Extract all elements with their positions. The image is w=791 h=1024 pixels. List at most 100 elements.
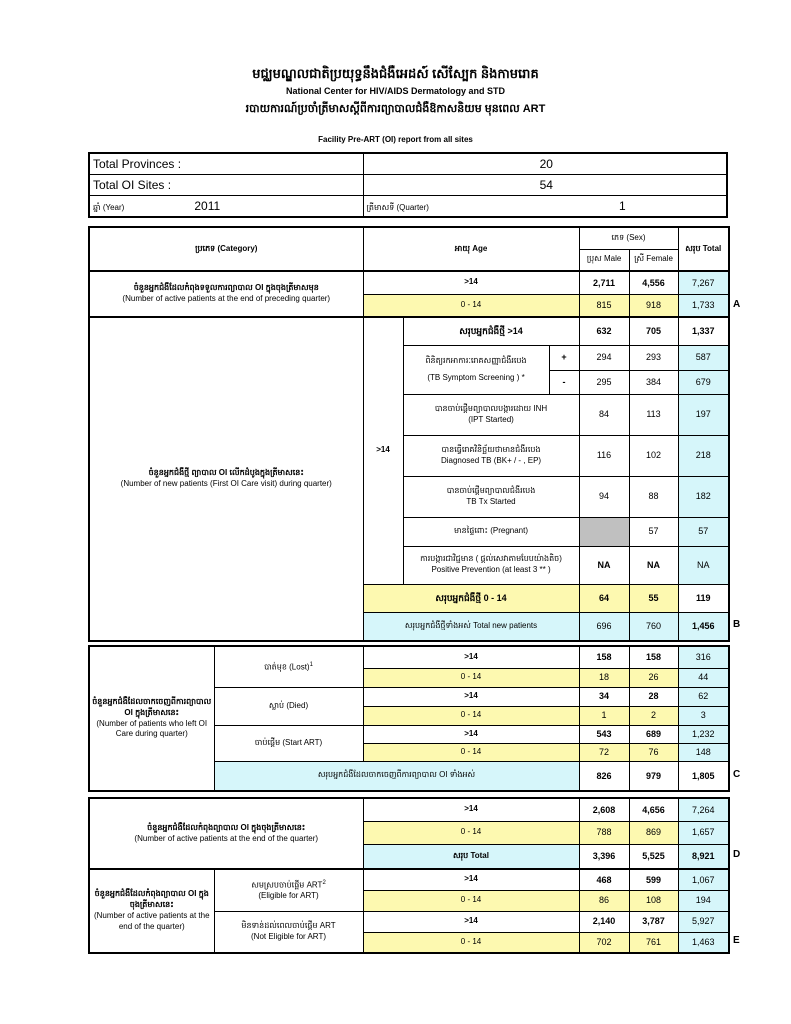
nelig-child-female: 761: [628, 931, 679, 954]
col-male: ប្រុស Male: [578, 248, 630, 272]
screen-minus: -: [548, 369, 580, 395]
eligible-kh-text: សមស្របចាប់ផ្តើម ART: [251, 880, 323, 890]
age-adult: >14: [362, 724, 580, 744]
pregnant-total: 57: [677, 516, 730, 547]
screen-minus-female: 384: [628, 369, 679, 395]
age-adult: >14: [362, 868, 580, 891]
b-total-new-female: 760: [628, 611, 679, 642]
ipt-male: 84: [578, 393, 630, 436]
c-total-female: 979: [628, 760, 679, 792]
tb-screening-kh: ពិនិត្យរកអាការៈរោគសញ្ញាជំងឺរបេង: [425, 355, 527, 365]
subtitle-khmer: របាយការណ៍ប្រចាំត្រីមាសស្តីពីការព្យាបាលជំ…: [245, 103, 546, 115]
diag-male: 116: [578, 434, 630, 477]
art-adult-female: 689: [628, 724, 679, 744]
died-label: ស្លាប់ (Died): [213, 686, 364, 726]
art-adult-total: 1,232: [677, 724, 730, 744]
category-b: ចំនួនអ្នកជំងឺថ្មី ព្យាបាល OI លើកដំបូងក្ន…: [88, 316, 364, 642]
pos-female: NA: [628, 545, 679, 585]
lost-label: បាត់មុខ (Lost)1: [213, 645, 364, 688]
row-letter-c: C: [733, 769, 741, 780]
pos-kh: ការបង្ការជាវិជ្ជមាន ( ផ្តល់សេវាតាមបែបយ៉ា…: [420, 554, 562, 564]
screen-plus: +: [548, 344, 580, 371]
category-d-en: (Number of active patients at the end of…: [134, 833, 319, 843]
elig-child-total: 194: [677, 889, 730, 912]
lost-child-male: 18: [578, 667, 630, 688]
age-adult: >14: [362, 910, 580, 933]
b-total-adult-female: 705: [628, 316, 679, 346]
sites-value: 54: [362, 174, 728, 196]
b-total-child-total: 119: [677, 583, 730, 613]
c-total-total: 1,805: [677, 760, 730, 792]
d-total-female: 5,525: [628, 843, 679, 870]
b-total-new-male: 696: [578, 611, 630, 642]
lost-adult-total: 316: [677, 645, 730, 669]
a-adult-total: 7,267: [677, 270, 730, 295]
lost-adult-female: 158: [628, 645, 679, 669]
sites-label: Total OI Sites :: [88, 174, 364, 196]
age-adult: >14: [362, 797, 580, 822]
diag-total: 218: [677, 434, 730, 477]
eligible-footnote: 2: [322, 879, 326, 886]
info-table: Total Provinces :20 Total OI Sites :54 ឆ…: [88, 152, 728, 218]
table-active-end: ចំនួនអ្នកជំងឺដែលកំពុងព្យាបាល OI ក្នុងចុង…: [88, 797, 730, 954]
nelig-adult-total: 5,927: [677, 910, 730, 933]
start-art-label: ចាប់ផ្តើម (Start ART): [213, 724, 364, 762]
screen-plus-male: 294: [578, 344, 630, 371]
ipt-en: (IPT Started): [468, 414, 514, 424]
b-age: >14: [362, 316, 404, 585]
elig-adult-total: 1,067: [677, 868, 730, 891]
tbtx-total: 182: [677, 475, 730, 518]
eligible-label: សមស្របចាប់ផ្តើម ART2 (Eligible for ART): [213, 868, 364, 912]
ipt-kh: បានចាប់ផ្តើមព្យាបាលបង្ការដោយ INH: [434, 403, 548, 413]
age-child: 0 - 14: [362, 820, 580, 845]
age-adult: >14: [362, 686, 580, 707]
lost-footnote: 1: [309, 661, 313, 668]
nelig-child-total: 1,463: [677, 931, 730, 954]
d-child-male: 788: [578, 820, 630, 845]
tbtx-en: TB Tx Started: [466, 496, 516, 506]
tbtx-kh: បានចាប់ផ្តើមព្យាបាលជំងឺរបេង: [446, 485, 536, 495]
lost-child-female: 26: [628, 667, 679, 688]
table-left-care: ចំនួនអ្នកជំងឺដែលចាកចេញពីការព្យាបាល OI ក្…: [88, 645, 730, 792]
a-child-male: 815: [578, 293, 630, 318]
c-total-male: 826: [578, 760, 630, 792]
d-total-total: 8,921: [677, 843, 730, 870]
pos-male: NA: [578, 545, 630, 585]
screen-plus-total: 587: [677, 344, 730, 371]
lost-adult-male: 158: [578, 645, 630, 669]
b-total-child-label: សរុបអ្នកជំងឺថ្មី 0 - 14: [362, 583, 580, 613]
screen-minus-total: 679: [677, 369, 730, 395]
died-child-male: 1: [578, 705, 630, 726]
category-e-en: (Number of active patients at the end of…: [93, 911, 210, 931]
not-eligible-label: មិនទាន់ដល់ពេលចាប់ផ្តើម ART (Not Eligible …: [213, 910, 364, 954]
elig-child-female: 108: [628, 889, 679, 912]
age-child: 0 - 14: [362, 705, 580, 726]
elig-child-male: 86: [578, 889, 630, 912]
b-total-new-label: សរុបអ្នកជំងឺថ្មីទាំងអស់ Total new patien…: [362, 611, 580, 642]
art-adult-male: 543: [578, 724, 630, 744]
not-eligible-kh: មិនទាន់ដល់ពេលចាប់ផ្តើម ART: [241, 920, 336, 930]
c-total-label: សរុបអ្នកជំងឺដែលចាកចេញពីការព្យាបាល OI ទាំ…: [213, 760, 580, 792]
pos-total: NA: [677, 545, 730, 585]
col-category: ប្រភេទ (Category): [88, 226, 364, 272]
diag-label: បានធ្វើរោគវិនិច្ឆ័យថាមានជំងឺរបេង Diagnose…: [402, 434, 580, 477]
col-age: អាយុ Age: [362, 226, 580, 272]
pregnant-female: 57: [628, 516, 679, 547]
art-child-female: 76: [628, 742, 679, 762]
screen-plus-female: 293: [628, 344, 679, 371]
category-e-kh: ចំនួនអ្នកជំងឺដែលកំពុងព្យាបាល OI ក្នុងចុង…: [94, 889, 209, 910]
b-total-child-female: 55: [628, 583, 679, 613]
row-letter-a: A: [733, 299, 741, 310]
eligible-en: (Eligible for ART): [258, 891, 319, 901]
tb-screening-label: ពិនិត្យរកអាការៈរោគសញ្ញាជំងឺរបេង (TB Sympt…: [402, 344, 550, 395]
pregnant-label: មានផ្ទៃពោះ (Pregnant): [402, 516, 580, 547]
diag-kh: បានធ្វើរោគវិនិច្ឆ័យថាមានជំងឺរបេង: [441, 444, 541, 454]
a-adult-male: 2,711: [578, 270, 630, 295]
table-new-patients: ប្រភេទ (Category) អាយុ Age ភេទ (Sex) សរុប T…: [88, 226, 731, 642]
age-child: 0 - 14: [362, 667, 580, 688]
tbtx-label: បានចាប់ផ្តើមព្យាបាលជំងឺរបេង TB Tx Started: [402, 475, 580, 518]
d-adult-male: 2,608: [578, 797, 630, 822]
pos-label: ការបង្ការជាវិជ្ជមាន ( ផ្តល់សេវាតាមបែបយ៉ា…: [402, 545, 580, 585]
b-total-adult-label: សរុបអ្នកជំងឺថ្មី >14: [402, 316, 580, 346]
